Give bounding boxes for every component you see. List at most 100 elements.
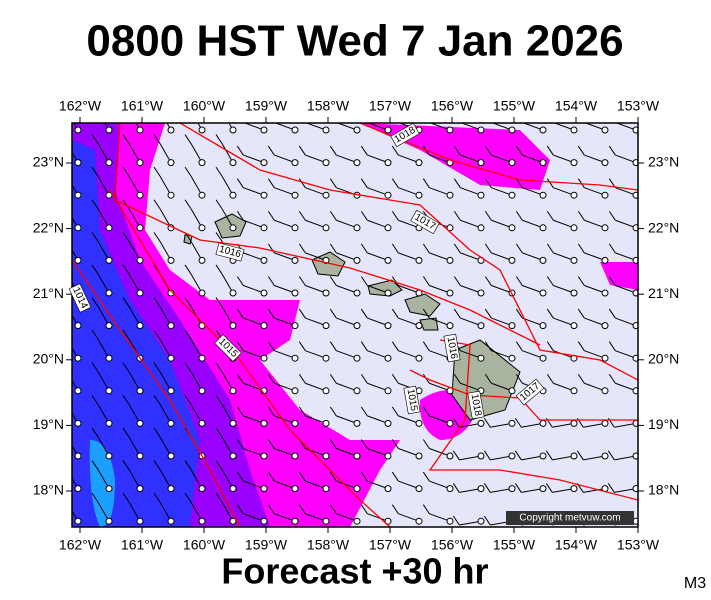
wind-station bbox=[322, 289, 330, 297]
wind-barb-flag bbox=[237, 113, 243, 122]
wind-barb bbox=[491, 187, 513, 196]
wind-barb bbox=[159, 371, 172, 392]
wind-station bbox=[570, 452, 578, 460]
wind-barb bbox=[584, 154, 606, 164]
wind-barb bbox=[221, 273, 234, 294]
wind-station bbox=[508, 452, 516, 460]
wind-barb bbox=[243, 154, 265, 164]
wind-station bbox=[446, 485, 454, 493]
wind-barb bbox=[584, 317, 606, 327]
wind-station bbox=[570, 126, 578, 134]
wind-barb bbox=[166, 123, 172, 131]
wind-station bbox=[415, 322, 423, 330]
wind-barb bbox=[615, 219, 637, 229]
wind-barb-flag bbox=[184, 329, 192, 340]
wind-station bbox=[508, 159, 516, 167]
wind-barb-flag bbox=[122, 460, 130, 470]
wind-station bbox=[136, 126, 144, 134]
wind-barb bbox=[522, 350, 544, 359]
wind-barb bbox=[490, 422, 513, 428]
wind-barb bbox=[552, 488, 575, 493]
wind-station bbox=[105, 354, 113, 362]
wind-barb-flag bbox=[330, 113, 336, 122]
wind-barb bbox=[305, 252, 327, 261]
wind-barb-flag bbox=[122, 297, 130, 307]
wind-station bbox=[601, 289, 609, 297]
wind-barb bbox=[367, 154, 389, 164]
wind-station bbox=[446, 419, 454, 427]
wind-barb-flag bbox=[122, 166, 130, 177]
wind-barb-flag bbox=[577, 243, 585, 254]
wind-barb bbox=[459, 455, 482, 461]
wind-station bbox=[601, 452, 609, 460]
wind-station bbox=[74, 126, 82, 134]
wind-station bbox=[601, 354, 609, 362]
wind-barb bbox=[190, 501, 203, 522]
wind-barb bbox=[429, 285, 451, 294]
wind-barb-flag bbox=[215, 427, 223, 438]
wind-station bbox=[601, 224, 609, 232]
wind-barb-flag bbox=[391, 308, 399, 319]
wind-barb-flag bbox=[215, 134, 223, 144]
wind-station bbox=[508, 191, 516, 199]
wind-barb-flag bbox=[452, 515, 460, 526]
wind-barb bbox=[491, 219, 513, 229]
wind-barb bbox=[584, 382, 606, 392]
wind-station bbox=[291, 289, 299, 297]
wind-barb bbox=[159, 501, 172, 522]
wind-barb bbox=[336, 252, 358, 261]
wind-barb bbox=[128, 371, 141, 392]
wind-station bbox=[74, 387, 82, 395]
wind-station bbox=[415, 419, 423, 427]
wind-barb-flag bbox=[329, 471, 337, 482]
wind-station bbox=[105, 256, 113, 264]
lat-label: 23°N bbox=[33, 154, 64, 170]
lat-label: 23°N bbox=[648, 154, 679, 170]
wind-station bbox=[136, 322, 144, 330]
wind-barb-flag bbox=[61, 395, 67, 404]
wind-barb bbox=[97, 143, 110, 163]
wind-station bbox=[539, 159, 547, 167]
wind-station bbox=[384, 387, 392, 395]
wind-barb-flag bbox=[329, 406, 337, 417]
wind-station bbox=[136, 419, 144, 427]
wind-station bbox=[136, 289, 144, 297]
wind-station bbox=[136, 485, 144, 493]
wind-barb-flag bbox=[267, 145, 275, 156]
wind-barb-flag bbox=[236, 504, 244, 514]
wind-station bbox=[167, 485, 175, 493]
wind-barb-flag bbox=[91, 427, 99, 438]
wind-barb-flag bbox=[546, 178, 554, 188]
wind-barb bbox=[305, 187, 327, 196]
wind-station bbox=[539, 191, 547, 199]
lon-label: 155°W bbox=[493, 98, 536, 114]
wind-barb-flag bbox=[391, 439, 399, 449]
wind-station bbox=[446, 517, 454, 525]
wind-station bbox=[229, 452, 237, 460]
wind-station bbox=[601, 387, 609, 395]
wind-barb-flag bbox=[360, 178, 368, 188]
lon-label: 161°W bbox=[121, 98, 164, 114]
wind-barb-flag bbox=[360, 145, 368, 156]
wind-station bbox=[601, 191, 609, 199]
wind-barb-flag bbox=[298, 504, 306, 514]
wind-station bbox=[446, 256, 454, 264]
wind-barb bbox=[305, 382, 327, 392]
wind-barb bbox=[243, 513, 265, 522]
wind-barb-flag bbox=[360, 406, 368, 417]
wind-barb bbox=[398, 317, 420, 327]
wind-barb bbox=[460, 219, 482, 229]
wind-barb-flag bbox=[184, 395, 192, 405]
wind-barb-flag bbox=[546, 276, 554, 286]
wind-station bbox=[415, 452, 423, 460]
wind-barb-flag bbox=[391, 504, 399, 514]
wind-station bbox=[632, 452, 638, 460]
wind-barb-flag bbox=[484, 210, 492, 221]
wind-barb-flag bbox=[360, 243, 368, 254]
wind-barb-flag bbox=[453, 243, 461, 254]
wind-barb-flag bbox=[608, 341, 616, 351]
wind-barb-flag bbox=[236, 439, 244, 449]
wind-barb-flag bbox=[122, 362, 130, 373]
wind-barb-flag bbox=[267, 178, 275, 188]
wind-station bbox=[632, 126, 638, 134]
